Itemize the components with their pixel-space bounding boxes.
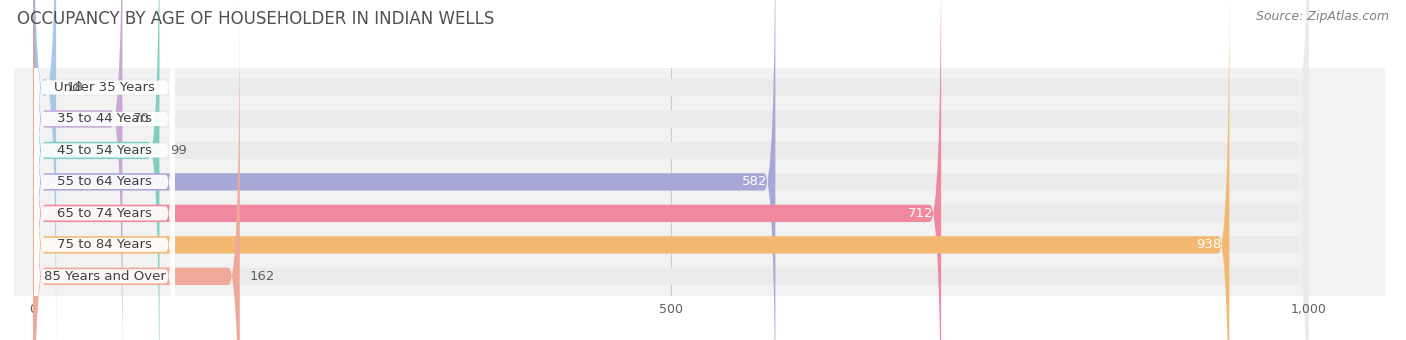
- Text: 70: 70: [132, 113, 149, 125]
- FancyBboxPatch shape: [34, 0, 159, 340]
- Text: 99: 99: [170, 144, 187, 157]
- Text: 712: 712: [908, 207, 934, 220]
- FancyBboxPatch shape: [34, 0, 775, 340]
- Text: 35 to 44 Years: 35 to 44 Years: [58, 113, 152, 125]
- FancyBboxPatch shape: [34, 0, 941, 340]
- FancyBboxPatch shape: [34, 0, 56, 340]
- FancyBboxPatch shape: [34, 0, 122, 340]
- Text: 75 to 84 Years: 75 to 84 Years: [58, 238, 152, 251]
- Text: 65 to 74 Years: 65 to 74 Years: [58, 207, 152, 220]
- FancyBboxPatch shape: [35, 0, 174, 340]
- FancyBboxPatch shape: [35, 63, 174, 340]
- Text: Under 35 Years: Under 35 Years: [55, 81, 155, 94]
- FancyBboxPatch shape: [34, 0, 1309, 340]
- Text: 938: 938: [1197, 238, 1222, 251]
- FancyBboxPatch shape: [35, 0, 174, 340]
- Text: Source: ZipAtlas.com: Source: ZipAtlas.com: [1256, 10, 1389, 23]
- Text: 45 to 54 Years: 45 to 54 Years: [58, 144, 152, 157]
- FancyBboxPatch shape: [34, 0, 1309, 340]
- FancyBboxPatch shape: [35, 0, 174, 340]
- Text: 55 to 64 Years: 55 to 64 Years: [58, 175, 152, 188]
- FancyBboxPatch shape: [35, 0, 174, 332]
- FancyBboxPatch shape: [35, 32, 174, 340]
- Text: 18: 18: [66, 81, 83, 94]
- Text: OCCUPANCY BY AGE OF HOUSEHOLDER IN INDIAN WELLS: OCCUPANCY BY AGE OF HOUSEHOLDER IN INDIA…: [17, 10, 495, 28]
- FancyBboxPatch shape: [34, 2, 1309, 340]
- FancyBboxPatch shape: [34, 0, 1309, 340]
- Text: 85 Years and Over: 85 Years and Over: [44, 270, 166, 283]
- FancyBboxPatch shape: [34, 0, 1309, 340]
- FancyBboxPatch shape: [34, 0, 1229, 340]
- Text: 582: 582: [742, 175, 768, 188]
- FancyBboxPatch shape: [34, 0, 1309, 340]
- Text: 162: 162: [250, 270, 276, 283]
- FancyBboxPatch shape: [35, 0, 174, 301]
- FancyBboxPatch shape: [34, 2, 240, 340]
- FancyBboxPatch shape: [34, 0, 1309, 340]
